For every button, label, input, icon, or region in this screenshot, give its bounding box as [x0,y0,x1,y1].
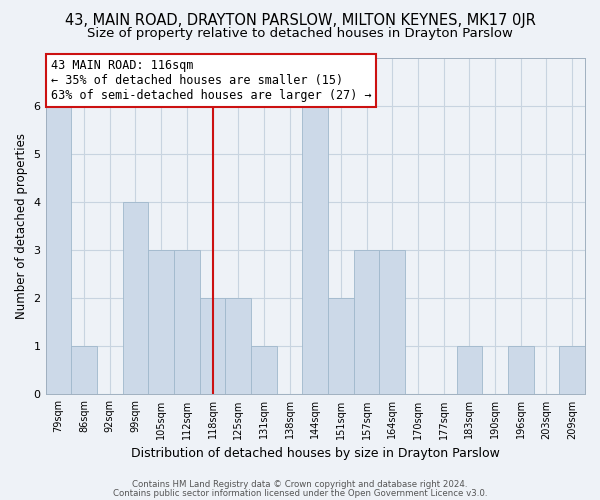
Bar [251,346,277,395]
Bar [328,298,354,394]
X-axis label: Distribution of detached houses by size in Drayton Parslow: Distribution of detached houses by size … [131,447,500,460]
Y-axis label: Number of detached properties: Number of detached properties [15,133,28,319]
Bar [226,298,251,394]
Text: 43, MAIN ROAD, DRAYTON PARSLOW, MILTON KEYNES, MK17 0JR: 43, MAIN ROAD, DRAYTON PARSLOW, MILTON K… [65,12,535,28]
Bar [174,250,200,394]
Text: Contains HM Land Registry data © Crown copyright and database right 2024.: Contains HM Land Registry data © Crown c… [132,480,468,489]
Bar [46,106,71,395]
Bar [71,346,97,395]
Bar [379,250,405,394]
Bar [457,346,482,395]
Text: Size of property relative to detached houses in Drayton Parslow: Size of property relative to detached ho… [87,28,513,40]
Text: 43 MAIN ROAD: 116sqm
← 35% of detached houses are smaller (15)
63% of semi-detac: 43 MAIN ROAD: 116sqm ← 35% of detached h… [51,59,371,102]
Bar [200,298,226,394]
Bar [354,250,379,394]
Bar [508,346,533,395]
Bar [559,346,585,395]
Bar [148,250,174,394]
Bar [122,202,148,394]
Bar [302,106,328,395]
Text: Contains public sector information licensed under the Open Government Licence v3: Contains public sector information licen… [113,489,487,498]
